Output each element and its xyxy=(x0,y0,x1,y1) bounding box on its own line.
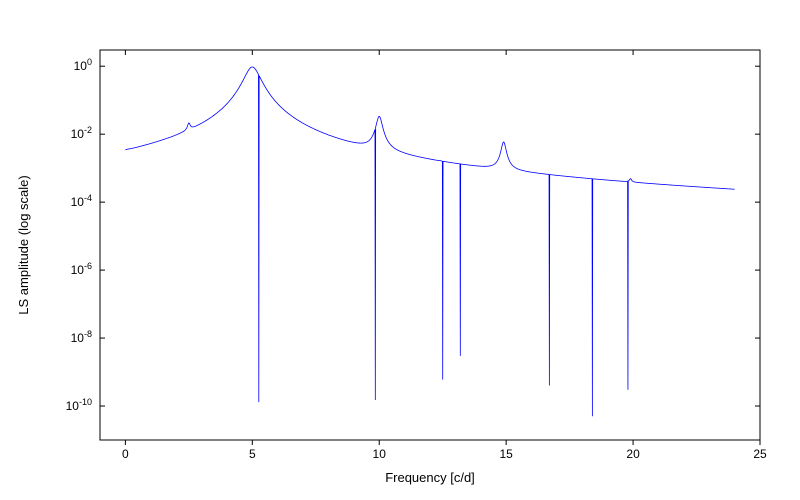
x-tick-label: 20 xyxy=(626,447,640,461)
x-tick-label: 5 xyxy=(249,447,256,461)
spectrum-chart: 051015202510-1010-810-610-410-2100Freque… xyxy=(0,0,800,500)
chart-container: 051015202510-1010-810-610-410-2100Freque… xyxy=(0,0,800,500)
x-axis-label: Frequency [c/d] xyxy=(385,470,475,485)
y-axis-label: LS amplitude (log scale) xyxy=(16,175,31,314)
x-tick-label: 10 xyxy=(373,447,387,461)
x-tick-label: 15 xyxy=(499,447,513,461)
x-tick-label: 0 xyxy=(122,447,129,461)
x-tick-label: 25 xyxy=(753,447,767,461)
